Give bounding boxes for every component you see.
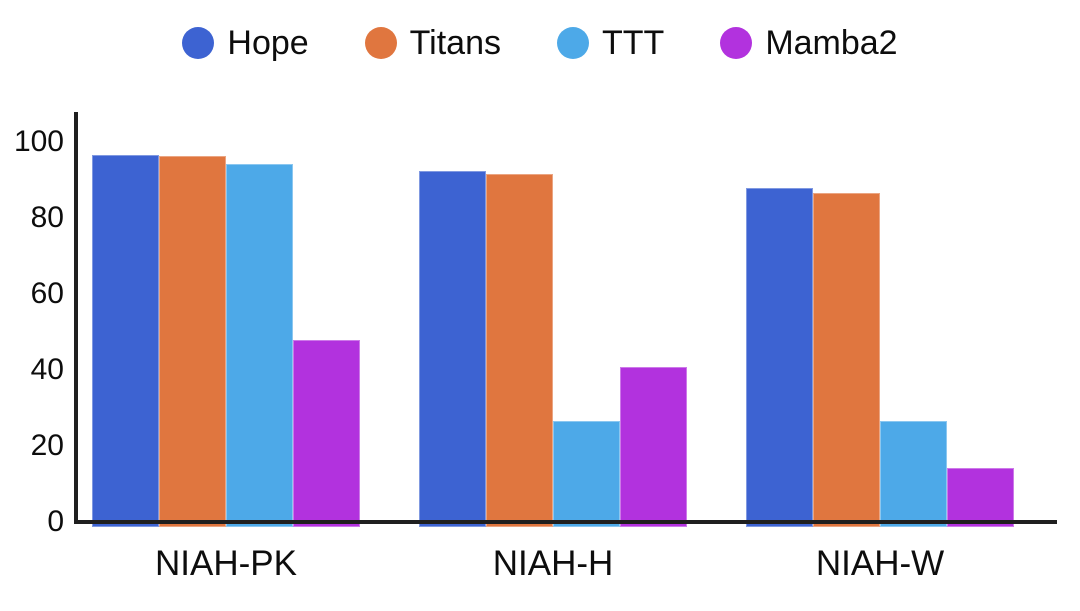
- bar-titans-niah-pk: [159, 155, 226, 527]
- x-category-label-niah-w: NIAH-W: [815, 544, 945, 583]
- legend-label: Hope: [227, 24, 309, 62]
- legend-dot-titans: [364, 27, 397, 59]
- bar-hope-niah-pk: [92, 154, 159, 527]
- legend-item-mamba2: Mamba2: [720, 24, 898, 62]
- legend-item-titans: Titans: [364, 24, 501, 62]
- legend-dot-mamba2: [720, 27, 753, 59]
- legend-dot-ttt: [557, 27, 589, 59]
- bar-ttt-niah-pk: [226, 164, 293, 527]
- bar-titans-niah-h: [486, 174, 553, 527]
- y-tick-label: 100: [13, 125, 64, 158]
- bar-mamba2-niah-w: [947, 467, 1014, 527]
- x-category-label-niah-h: NIAH-H: [492, 544, 614, 583]
- legend-label: Titans: [409, 24, 501, 62]
- bar-ttt-niah-h: [553, 420, 620, 527]
- legend-item-ttt: TTT: [557, 24, 664, 62]
- legend: Hope Titans TTT Mamba2: [0, 24, 1080, 62]
- bar-hope-niah-h: [419, 171, 486, 527]
- x-axis-line: [74, 520, 1057, 524]
- y-tick-label: 0: [47, 505, 64, 538]
- bar-mamba2-niah-h: [620, 366, 687, 527]
- y-tick-label: 20: [30, 429, 64, 462]
- bar-mamba2-niah-pk: [293, 339, 360, 527]
- y-tick-label: 60: [30, 277, 64, 310]
- y-tick-label: 40: [30, 353, 64, 386]
- legend-label: TTT: [602, 24, 665, 62]
- y-tick-label: 80: [30, 201, 64, 234]
- bar-titans-niah-w: [813, 192, 880, 527]
- legend-item-hope: Hope: [182, 24, 309, 62]
- legend-dot-hope: [182, 27, 215, 59]
- x-category-label-niah-pk: NIAH-PK: [155, 544, 297, 583]
- y-axis-line: [74, 112, 78, 524]
- legend-label: Mamba2: [765, 24, 898, 62]
- bar-ttt-niah-w: [880, 420, 947, 527]
- bar-hope-niah-w: [746, 188, 813, 527]
